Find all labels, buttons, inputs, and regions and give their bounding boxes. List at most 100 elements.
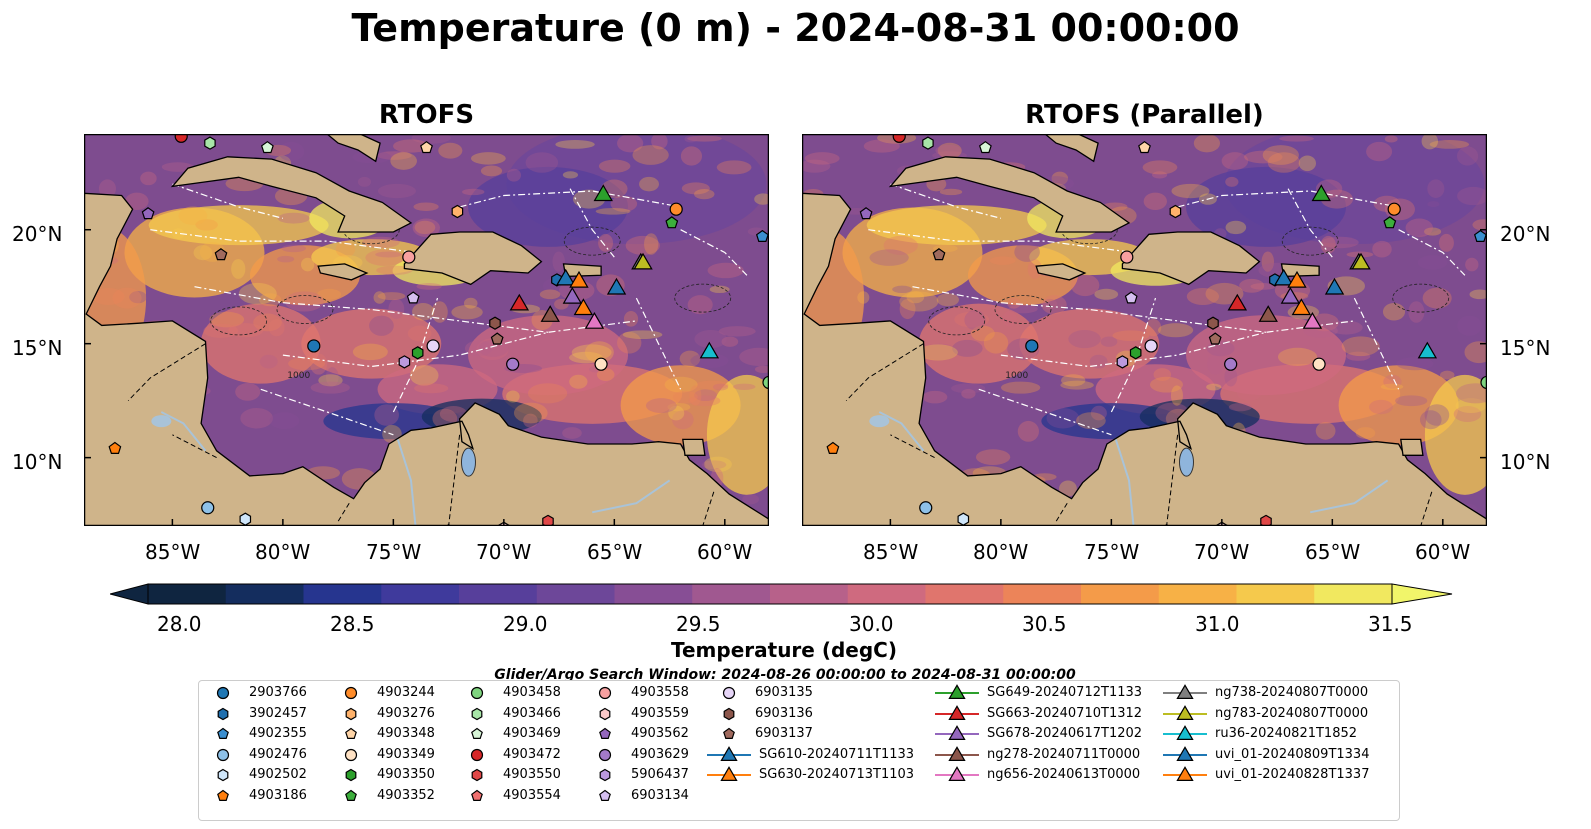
temperature-patch [258, 293, 282, 307]
temperature-patch [694, 188, 715, 200]
temperature-patch [253, 313, 282, 332]
temperature-patch [707, 262, 744, 279]
temperature-patch [983, 331, 1009, 354]
temperature-patch [463, 297, 478, 309]
land-cuba [170, 156, 413, 233]
country-border [1420, 491, 1433, 526]
temperature-patch [921, 343, 957, 361]
temperature-patch [361, 236, 400, 249]
colorbar-segment [1158, 584, 1237, 604]
temperature-patch [703, 456, 732, 473]
legend-label: 4903458 [503, 685, 561, 700]
temperature-patch [664, 376, 698, 393]
temperature-patch [1346, 351, 1371, 361]
legend-marker [216, 748, 230, 761]
temperature-patch [1455, 383, 1487, 404]
lon-label-80w-left: 80°W [255, 540, 311, 564]
temperature-patch [632, 145, 669, 165]
temperature-patch [416, 283, 442, 290]
temperature-patch [1157, 323, 1194, 338]
temperature-patch [1417, 255, 1448, 270]
temperature-patch [617, 134, 644, 153]
observation-marker [1417, 341, 1438, 359]
legend-label: 6903134 [631, 787, 689, 803]
temperature-patch [906, 291, 925, 304]
temperature-patch [288, 357, 326, 371]
temperature-patch [412, 302, 435, 321]
temperature-patch [1469, 289, 1487, 300]
temperature-patch [936, 293, 960, 307]
temperature-patch [195, 219, 218, 231]
temperature-patch [1424, 404, 1450, 426]
observation-marker [1387, 202, 1401, 216]
river [396, 439, 417, 526]
bathymetry-contour [994, 295, 1052, 324]
legend-marker-icon [935, 725, 979, 740]
temperature-patch [523, 413, 538, 428]
temperature-patch [1419, 410, 1442, 430]
temperature-patch [377, 183, 416, 199]
legend-label: 2903766 [249, 685, 307, 700]
temperature-patch [407, 325, 432, 342]
temperature-patch [1277, 347, 1318, 366]
temperature-patch [680, 146, 703, 166]
temperature-patch [1008, 304, 1038, 314]
legend-label: 4903244 [377, 685, 435, 700]
observation-marker [892, 134, 906, 143]
observation-marker [1473, 229, 1487, 243]
temperature-patch [240, 407, 273, 429]
temperature-patch [1051, 171, 1069, 186]
legend-marker [599, 789, 611, 801]
temperature-patch [954, 311, 990, 328]
observation-marker [1260, 514, 1272, 526]
legend-marker [1176, 684, 1194, 699]
legend-label: 4903550 [503, 767, 561, 782]
legend-marker [720, 745, 738, 761]
temperature-patch [1408, 301, 1425, 323]
eez-boundary-line [569, 188, 615, 258]
legend-marker-icon [1163, 766, 1207, 781]
panel-title-rtofs-parallel: RTOFS (Parallel) [1025, 100, 1264, 130]
legend-label: 4903558 [631, 685, 689, 700]
temperature-patch [713, 383, 729, 391]
map-panel-rtofs-parallel[interactable]: 1000 [801, 133, 1488, 527]
lat-label-20n-left: 20°N [12, 222, 63, 246]
legend-marker-icon [345, 727, 357, 739]
colorbar-segment [459, 584, 538, 604]
eez-boundary-line [978, 388, 1112, 436]
legend-label: ng783-20240807T0000 [1215, 705, 1369, 721]
temperature-patch [1405, 218, 1433, 238]
legend-marker-icon [471, 789, 483, 801]
colorbar-segment [1081, 584, 1160, 604]
land-cuba [888, 156, 1131, 233]
temperature-patch [1002, 311, 1017, 327]
temperature-patch [318, 374, 343, 387]
observation-marker [1169, 204, 1182, 219]
temperature-patch [975, 449, 1011, 465]
map-panel-rtofs[interactable]: 1000 [83, 133, 770, 527]
temperature-patch [259, 354, 278, 369]
temperature-patch [374, 404, 399, 426]
colorbar-tick-28-5: 28.5 [330, 612, 375, 636]
temperature-patch [438, 142, 463, 159]
observation-marker [509, 293, 530, 311]
temperature-patch [277, 212, 310, 224]
temperature-patch [462, 188, 485, 196]
legend-marker [948, 745, 966, 761]
map-canvas: 1000 [83, 133, 770, 527]
lake-nicaragua [151, 415, 172, 428]
legend-marker-icon [1163, 704, 1207, 720]
temperature-patch [598, 159, 631, 173]
legend-marker [471, 768, 483, 782]
legend-label: 5906437 [631, 767, 689, 782]
temperature-patch [572, 189, 606, 209]
temperature-patch [1236, 383, 1262, 401]
river [1309, 479, 1389, 514]
temperature-patch [552, 251, 565, 272]
temperature-patch [1250, 283, 1276, 290]
temperature-patch [1465, 257, 1479, 272]
legend-marker [344, 686, 358, 700]
observation-marker [606, 277, 627, 295]
legend-marker-icon [344, 686, 358, 700]
temperature-patch [971, 325, 995, 342]
